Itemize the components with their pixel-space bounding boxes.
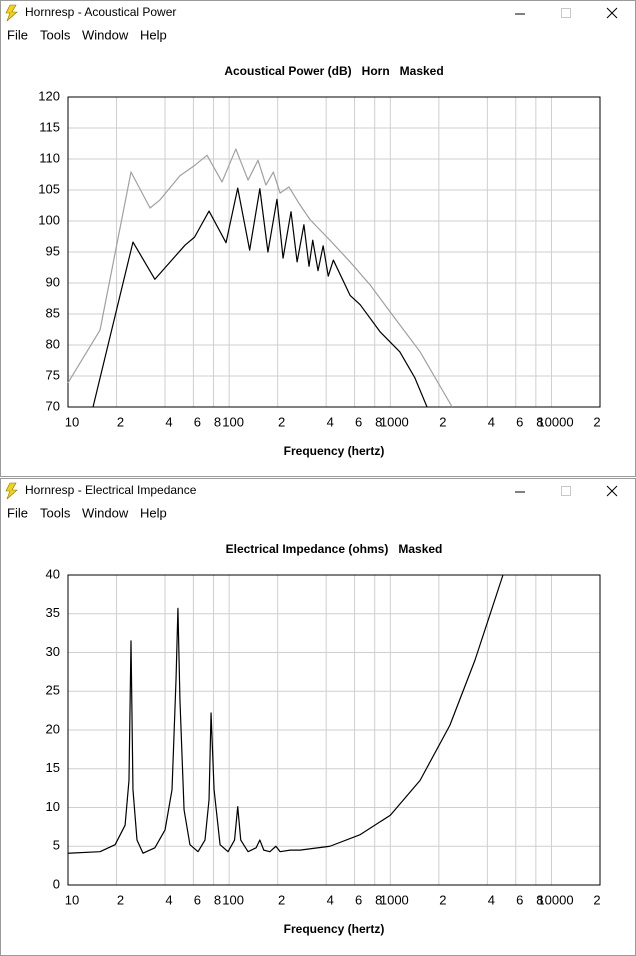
x-tick-label: 4 (165, 892, 172, 907)
x-tick-label: 8 (375, 892, 382, 907)
x-tick-label: 6 (194, 414, 201, 429)
x-tick-label: 10 (65, 414, 79, 429)
y-tick-label: 120 (38, 88, 60, 103)
x-tick-label: 4 (488, 414, 495, 429)
close-button[interactable] (606, 7, 618, 19)
y-tick-label: 90 (46, 274, 60, 289)
x-tick-label: 1000 (380, 892, 409, 907)
x-tick-label: 10000 (537, 892, 573, 907)
y-tick-label: 25 (46, 683, 60, 698)
y-tick-label: 80 (46, 336, 60, 351)
data-line (67, 574, 504, 854)
y-tick-label: 35 (46, 605, 60, 620)
window-title: Hornresp - Acoustical Power (25, 5, 176, 19)
x-tick-label: 2 (278, 892, 285, 907)
x-tick-label: 2 (278, 414, 285, 429)
x-tick-label: 6 (516, 414, 523, 429)
maximize-button[interactable] (561, 486, 571, 496)
x-tick-label: 8 (536, 892, 543, 907)
y-tick-label: 85 (46, 305, 60, 320)
x-axis-title: Frequency (hertz) (284, 444, 385, 458)
menu-item[interactable]: Help (140, 505, 167, 520)
chart-title: Electrical Impedance (ohms) Masked (226, 542, 443, 556)
x-tick-label: 2 (117, 892, 124, 907)
data-line (67, 148, 453, 408)
x-tick-label: 6 (355, 414, 362, 429)
y-tick-label: 40 (46, 566, 60, 581)
x-tick-label: 4 (327, 892, 334, 907)
x-tick-label: 8 (375, 414, 382, 429)
x-tick-label: 10 (65, 892, 79, 907)
charts: Acoustical Power (dB) Horn Masked Frequen… (38, 64, 600, 936)
y-tick-label: 20 (46, 721, 60, 736)
y-tick-label: 0 (53, 876, 60, 891)
menu-item[interactable]: File (7, 27, 28, 42)
menu-item[interactable]: Tools (40, 27, 71, 42)
window-title: Hornresp - Electrical Impedance (25, 483, 197, 497)
y-tick-label: 10 (46, 799, 60, 814)
y-tick-label: 100 (38, 212, 60, 227)
menu-bar (1, 26, 635, 45)
menu-item[interactable]: Help (140, 27, 167, 42)
menu-item[interactable]: File (7, 505, 28, 520)
x-tick-label: 100 (222, 414, 244, 429)
x-tick-label: 10000 (537, 414, 573, 429)
x-tick-label: 6 (194, 892, 201, 907)
x-tick-label: 2 (117, 414, 124, 429)
x-tick-label: 8 (214, 414, 221, 429)
x-tick-label: 2 (593, 414, 600, 429)
x-tick-label: 6 (516, 892, 523, 907)
close-button[interactable] (606, 485, 618, 497)
y-tick-label: 105 (38, 181, 60, 196)
x-tick-label: 8 (536, 414, 543, 429)
x-tick-label: 4 (488, 892, 495, 907)
x-tick-label: 8 (214, 892, 221, 907)
x-tick-label: 1000 (380, 414, 409, 429)
maximize-button[interactable] (561, 8, 571, 18)
y-tick-label: 95 (46, 243, 60, 258)
x-tick-label: 4 (327, 414, 334, 429)
menu-item[interactable]: Tools (40, 505, 71, 520)
chart-area (1, 45, 635, 476)
y-tick-label: 70 (46, 398, 60, 413)
app-icon (5, 4, 18, 22)
menu-item[interactable]: Window (82, 27, 129, 42)
y-tick-label: 5 (53, 838, 60, 853)
data-line (92, 187, 428, 408)
y-tick-label: 15 (46, 760, 60, 775)
chart-title: Acoustical Power (dB) Horn Masked (224, 64, 443, 78)
x-tick-label: 2 (593, 892, 600, 907)
y-tick-label: 75 (46, 367, 60, 382)
y-tick-label: 115 (39, 119, 60, 134)
window-frame (0, 478, 636, 956)
app-icon (5, 482, 18, 500)
plot-frame (67, 96, 601, 408)
y-tick-label: 30 (46, 644, 60, 659)
y-tick-label: 110 (39, 150, 60, 165)
x-tick-label: 100 (222, 892, 244, 907)
x-tick-label: 2 (439, 414, 446, 429)
x-tick-label: 6 (355, 892, 362, 907)
x-tick-label: 2 (439, 892, 446, 907)
plot-frame (67, 574, 601, 886)
x-axis-title: Frequency (hertz) (284, 922, 385, 936)
menu-item[interactable]: Window (82, 505, 129, 520)
x-tick-label: 4 (165, 414, 172, 429)
